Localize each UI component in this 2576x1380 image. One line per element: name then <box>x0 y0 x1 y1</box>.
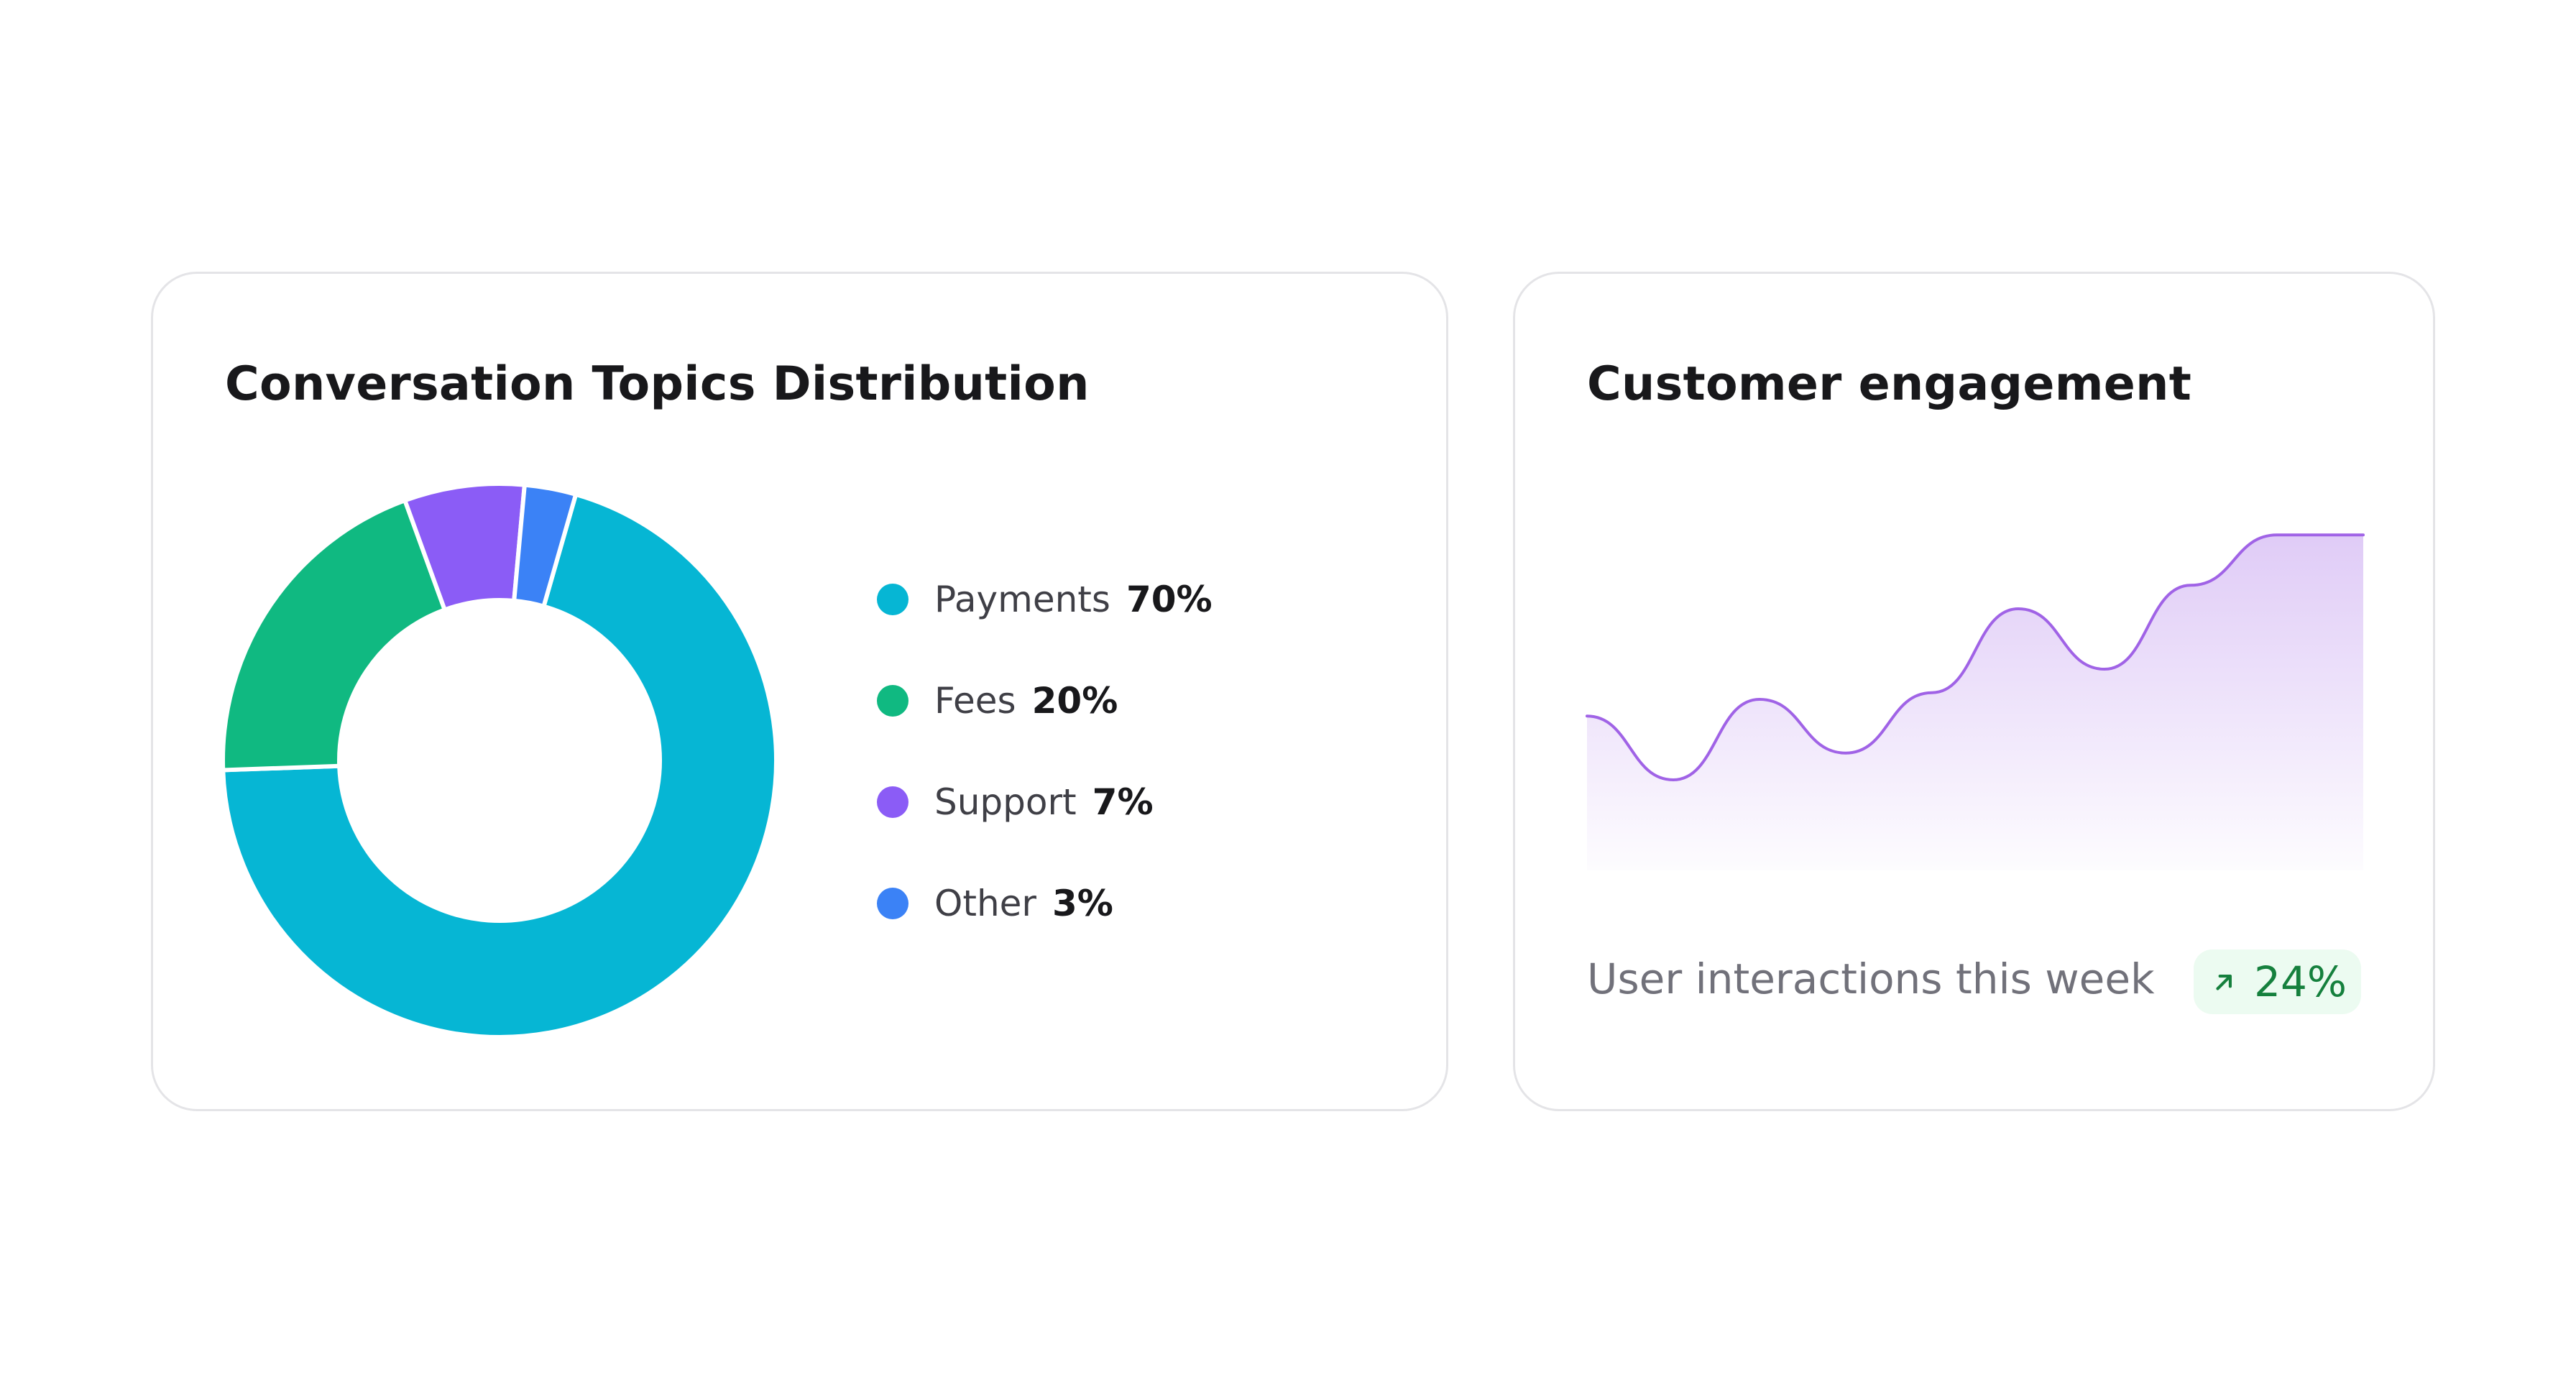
donut-slice-other <box>511 482 579 610</box>
legend-dot <box>877 786 908 818</box>
engagement-line <box>1586 533 2365 781</box>
legend-label: Fees <box>934 680 1016 722</box>
legend-dot <box>877 888 908 919</box>
legend-value: 70% <box>1126 579 1213 620</box>
legend-value: 3% <box>1052 883 1113 924</box>
topics-donut-chart <box>221 482 778 1039</box>
engagement-area-chart <box>1586 533 2365 870</box>
legend-item-other: Other 3% <box>877 878 1213 929</box>
legend-value: 7% <box>1092 781 1154 823</box>
customer-engagement-card: Customer engagement User interactions th… <box>1513 272 2435 1111</box>
legend-item-fees: Fees 20% <box>877 676 1213 726</box>
engagement-trend-value: 24% <box>2254 957 2347 1006</box>
legend-dot <box>877 685 908 717</box>
legend-label: Other <box>934 883 1036 924</box>
legend-item-payments: Payments 70% <box>877 574 1213 625</box>
legend-label: Payments <box>934 579 1110 620</box>
conversation-topics-card: Conversation Topics Distribution Payment… <box>151 272 1448 1111</box>
engagement-footer-label: User interactions this week <box>1587 954 2155 1003</box>
legend-label: Support <box>934 781 1077 823</box>
engagement-area-fill <box>1587 535 2363 870</box>
legend-dot <box>877 584 908 615</box>
topics-legend: Payments 70% Fees 20% Support 7% Other 3% <box>877 574 1213 980</box>
donut-slice-payments <box>221 492 778 1039</box>
legend-value: 20% <box>1031 680 1118 722</box>
donut-slice-fees <box>221 497 448 773</box>
legend-item-support: Support 7% <box>877 777 1213 827</box>
topics-card-title: Conversation Topics Distribution <box>225 357 1090 411</box>
arrow-up-right-icon <box>2216 975 2232 990</box>
engagement-trend-badge: 24% <box>2194 949 2361 1014</box>
engagement-card-title: Customer engagement <box>1587 357 2192 411</box>
